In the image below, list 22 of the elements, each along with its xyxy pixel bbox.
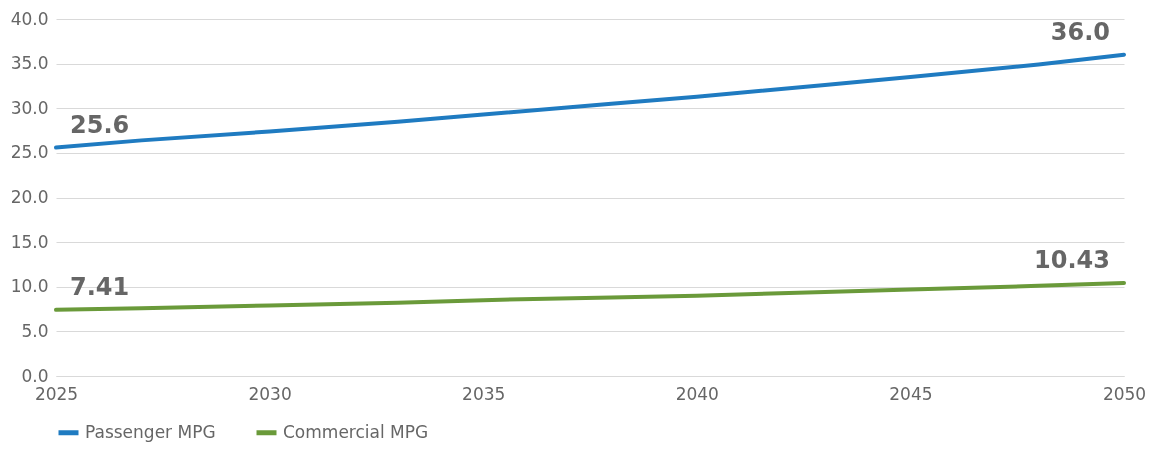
y-tick-label: 25.0 bbox=[10, 142, 49, 163]
y-tick-label: 20.0 bbox=[10, 187, 49, 207]
x-tick-label: 2040 bbox=[675, 383, 719, 404]
x-tick-label: 2045 bbox=[889, 383, 933, 404]
legend-label: Passenger MPG bbox=[85, 421, 216, 442]
x-tick-label: 2050 bbox=[1102, 383, 1147, 404]
data-label: 36.0 bbox=[1050, 17, 1110, 46]
y-tick-label: 35.0 bbox=[10, 53, 49, 74]
data-label: 25.6 bbox=[70, 110, 130, 139]
data-label: 7.41 bbox=[70, 272, 130, 301]
y-tick-label: 5.0 bbox=[21, 320, 49, 341]
y-tick-label: 0.0 bbox=[21, 365, 49, 386]
data-label: 10.43 bbox=[1034, 245, 1110, 274]
x-tick-label: 2035 bbox=[462, 383, 506, 404]
legend-label: Commercial MPG bbox=[283, 421, 429, 442]
x-tick-label: 2025 bbox=[34, 383, 79, 404]
y-tick-label: 15.0 bbox=[10, 231, 49, 252]
x-tick-label: 2030 bbox=[248, 383, 292, 404]
line-series bbox=[54, 52, 1126, 150]
y-tick-label: 10.0 bbox=[10, 276, 49, 297]
y-tick-label: 30.0 bbox=[10, 97, 49, 118]
y-tick-label: 40.0 bbox=[10, 8, 49, 29]
